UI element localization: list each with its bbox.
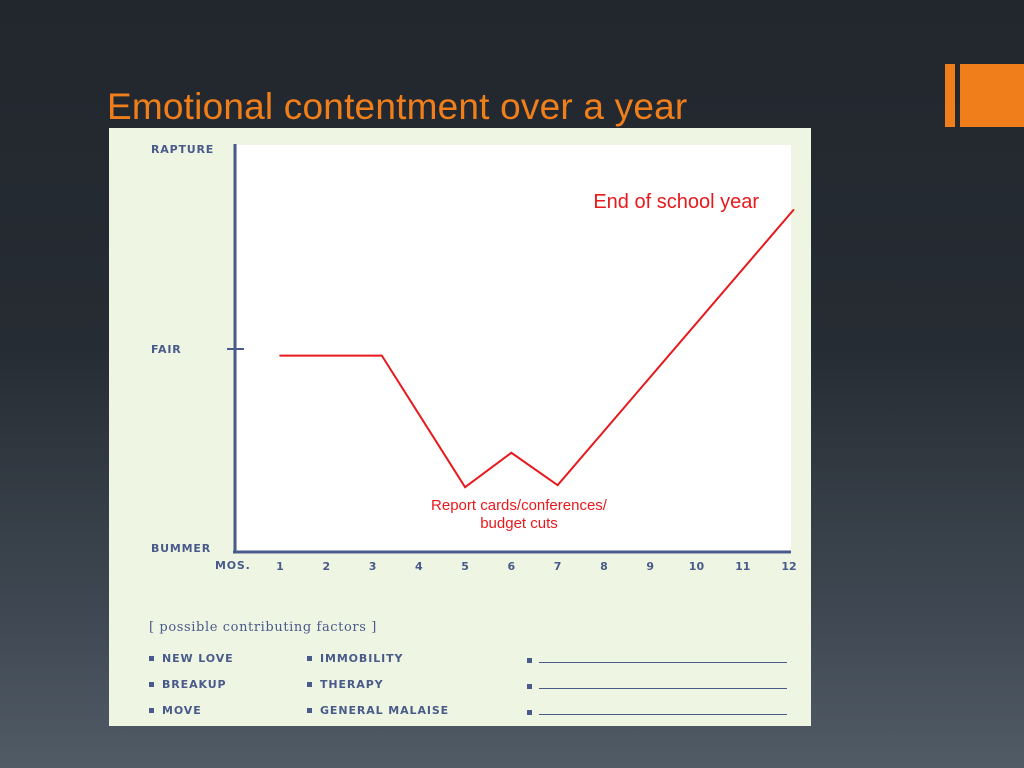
title-accent-thin-bar	[945, 64, 955, 127]
slide-title: Emotional contentment over a year	[107, 86, 688, 127]
y-label-bummer: BUMMER	[151, 542, 211, 555]
chart-image-panel: RAPTURE FAIR BUMMER MOS. 1 2 3 4 5 6 7 8 9 10 11 12…	[109, 128, 811, 726]
blank-factor-line-2	[539, 688, 787, 689]
x-tick-label: 9	[646, 560, 654, 573]
x-tick-label: 4	[415, 560, 423, 573]
blank-factor-line-3	[539, 714, 787, 715]
x-tick-label: 11	[735, 560, 750, 573]
x-tick-label: 2	[322, 560, 330, 573]
x-tick-label: 1	[276, 560, 284, 573]
title-accent-thick-bar	[960, 64, 1024, 127]
y-label-fair: FAIR	[151, 343, 182, 356]
series-point	[464, 486, 466, 489]
x-tick-label: 6	[508, 560, 516, 573]
blank-factor-line-1	[539, 662, 787, 663]
factor-move: MOVE	[149, 704, 202, 717]
series-point	[381, 354, 383, 357]
factor-label: MOVE	[162, 704, 202, 717]
factor-label: GENERAL MALAISE	[320, 704, 450, 717]
x-tick-label: 3	[369, 560, 377, 573]
blank-factor-bullet-3	[527, 710, 532, 715]
x-tick-label: 12	[781, 560, 796, 573]
factor-label: THERAPY	[320, 678, 384, 691]
x-axis-label: MOS.	[215, 559, 251, 572]
series-line	[280, 209, 795, 489]
series-point	[510, 451, 513, 454]
blank-factor-bullet-2	[527, 684, 532, 689]
factor-label: BREAKUP	[162, 678, 227, 691]
bullet-icon	[149, 707, 154, 713]
series-point	[792, 208, 795, 211]
bullet-icon	[149, 681, 154, 687]
x-tick-label: 10	[689, 560, 705, 573]
annotation-report-cards: Report cards/conferences/budget cuts	[431, 497, 608, 532]
factor-label: NEW LOVE	[162, 652, 234, 665]
factor-label: IMMOBILITY	[320, 652, 404, 665]
plot-area	[237, 145, 791, 554]
annotation-end-of-school-year: End of school year	[593, 191, 759, 213]
factors-header: [ possible contributing factors ]	[149, 620, 377, 635]
series-point	[279, 354, 281, 357]
bullet-icon	[307, 707, 312, 713]
factor-general-malaise: GENERAL MALAISE	[307, 704, 449, 717]
bullet-icon	[307, 681, 312, 687]
x-tick-label: 8	[600, 560, 608, 573]
factor-immobility: IMMOBILITY	[307, 652, 403, 665]
line-chart: 1 2 3 4 5 6 7 8 9 10 11 12 End of school yearReport…	[227, 144, 797, 573]
blank-factor-bullet-1	[527, 658, 532, 663]
x-tick-label: 5	[461, 560, 469, 573]
y-label-rapture: RAPTURE	[151, 143, 215, 156]
bullet-icon	[149, 655, 154, 661]
bullet-icon	[307, 655, 312, 661]
series-point	[556, 484, 559, 486]
factor-breakup: BREAKUP	[149, 678, 227, 691]
factor-therapy: THERAPY	[307, 678, 384, 691]
x-tick-label: 7	[554, 560, 562, 573]
factor-new-love: NEW LOVE	[149, 652, 234, 665]
